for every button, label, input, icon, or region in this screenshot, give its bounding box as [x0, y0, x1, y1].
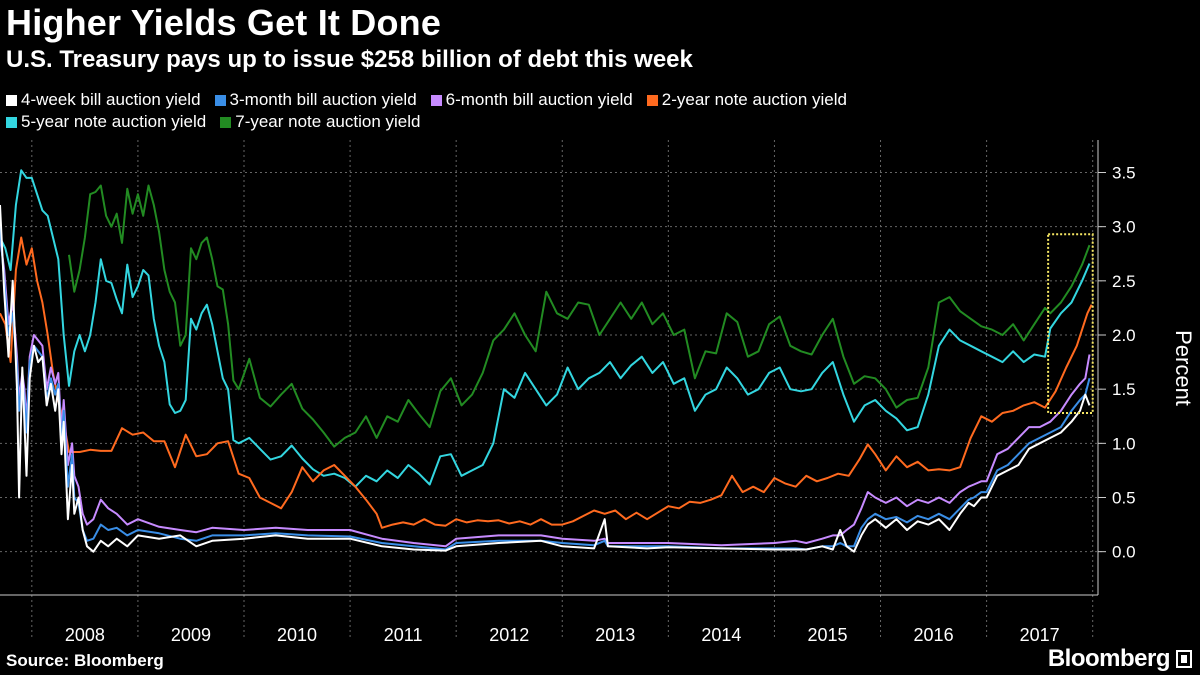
x-tick-label: 2010	[277, 625, 317, 645]
y-tick-label: 1.5	[1112, 380, 1136, 399]
brand-name: Bloomberg	[1047, 645, 1171, 672]
legend-item: 7-year note auction yield	[220, 112, 420, 132]
y-tick-label: 0.5	[1112, 489, 1136, 508]
legend-swatch	[220, 116, 232, 128]
legend-swatch	[646, 94, 658, 106]
legend-swatch	[214, 94, 226, 106]
y-tick-label: 3.0	[1112, 218, 1136, 237]
x-tick-label: 2015	[807, 625, 847, 645]
y-tick-label: 2.0	[1112, 326, 1136, 345]
y-axis-label: Percent	[1171, 330, 1196, 406]
legend-label: 2-year note auction yield	[661, 90, 847, 109]
x-tick-label: 2008	[65, 625, 105, 645]
legend-swatch	[430, 94, 442, 106]
x-tick-label: 2012	[489, 625, 529, 645]
series-line-5	[0, 169, 1091, 488]
x-tick-label: 2013	[595, 625, 635, 645]
x-tick-label: 2009	[171, 625, 211, 645]
legend-label: 7-year note auction yield	[235, 112, 421, 131]
y-tick-label: 0.0	[1112, 543, 1136, 562]
x-tick-label: 2016	[914, 625, 954, 645]
legend-label: 5-year note auction yield	[21, 112, 207, 131]
legend-item: 2-year note auction yield	[646, 90, 847, 110]
legend-swatch	[6, 94, 17, 106]
x-tick-label: 2011	[384, 625, 423, 645]
y-tick-label: 2.5	[1112, 272, 1136, 291]
y-tick-label: 3.5	[1112, 164, 1136, 183]
source-note: Source: Bloomberg	[6, 651, 164, 670]
chart-subtitle: U.S. Treasury pays up to issue $258 bill…	[6, 46, 693, 73]
series-line-4	[0, 236, 1093, 529]
chart-legend: 4-week bill auction yield 3-month bill au…	[6, 90, 1006, 132]
chart-title: Higher Yields Get It Done	[6, 2, 442, 43]
series-line-6	[68, 184, 1091, 448]
brand-logo: Bloomberg	[1048, 645, 1192, 673]
legend-item: 3-month bill auction yield	[214, 90, 417, 110]
highlight-box	[1047, 233, 1094, 414]
legend-label: 3-month bill auction yield	[229, 90, 417, 109]
y-tick-label: 1.0	[1112, 434, 1136, 453]
series-line-3	[0, 237, 1091, 548]
legend-label: 4-week bill auction yield	[21, 90, 201, 109]
legend-item: 6-month bill auction yield	[430, 90, 633, 110]
series-line-1	[0, 204, 1091, 553]
series-line-2	[0, 226, 1091, 551]
legend-label: 6-month bill auction yield	[445, 90, 633, 109]
x-tick-label: 2017	[1020, 625, 1060, 645]
legend-item: 4-week bill auction yield	[6, 90, 201, 110]
legend-item: 5-year note auction yield	[6, 112, 206, 132]
x-tick-label: 2014	[701, 625, 741, 645]
legend-swatch	[6, 116, 17, 128]
bloomberg-logo-icon	[1176, 650, 1192, 668]
